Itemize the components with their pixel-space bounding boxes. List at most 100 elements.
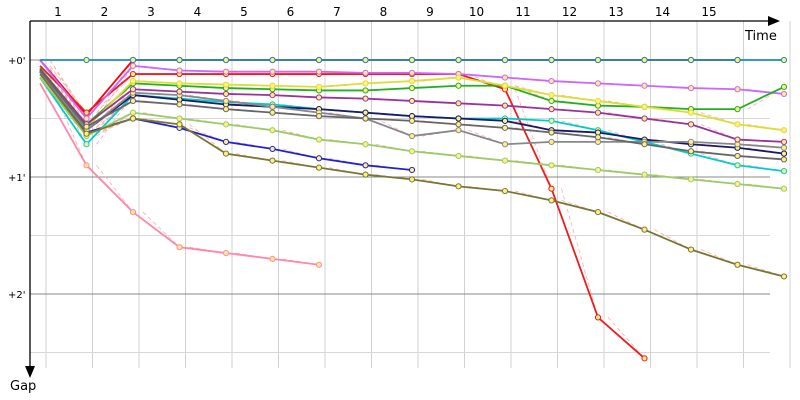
series-group — [39, 76, 788, 192]
data-point — [129, 115, 137, 122]
position-link — [96, 165, 134, 213]
data-point — [548, 138, 555, 145]
data-point — [641, 56, 648, 64]
data-point — [269, 109, 276, 116]
data-point — [83, 123, 90, 130]
data-point — [501, 141, 509, 148]
data-point — [83, 130, 90, 137]
data-point — [780, 150, 788, 157]
data-point — [129, 86, 137, 93]
data-point — [455, 56, 462, 64]
data-point — [780, 138, 788, 145]
data-point — [641, 103, 648, 110]
data-point — [548, 77, 555, 85]
data-point — [734, 152, 741, 160]
data-point — [780, 156, 788, 163]
data-point — [176, 101, 183, 108]
data-point — [548, 185, 555, 192]
data-point — [687, 138, 695, 145]
data-point — [315, 68, 323, 75]
series-group — [39, 77, 788, 175]
x-tick-label: 3 — [147, 5, 155, 19]
data-point — [548, 129, 555, 136]
data-point — [269, 92, 276, 99]
data-point — [222, 68, 230, 75]
data-point — [269, 56, 276, 64]
data-point — [408, 77, 416, 85]
data-point — [501, 187, 509, 195]
data-point — [222, 150, 230, 157]
data-point — [594, 80, 602, 87]
series-group — [39, 71, 788, 134]
data-point — [129, 109, 137, 116]
data-point — [129, 62, 137, 69]
x-tick-label: 12 — [562, 5, 577, 19]
data-point — [362, 56, 369, 64]
data-point — [548, 117, 555, 124]
data-point — [269, 255, 276, 262]
data-point — [362, 162, 369, 169]
data-point — [734, 136, 741, 143]
data-point — [129, 209, 137, 216]
series-group — [39, 68, 788, 145]
data-point — [641, 115, 648, 122]
y-axis-title: Gap — [10, 379, 36, 394]
y-tick-label: +0' — [8, 56, 26, 67]
data-point — [780, 168, 788, 175]
x-tick-label: 4 — [194, 5, 202, 19]
data-point — [780, 185, 788, 192]
data-point — [408, 69, 416, 76]
data-point — [408, 84, 416, 92]
data-point — [687, 121, 695, 128]
data-point — [641, 82, 648, 89]
data-point — [269, 68, 276, 75]
data-point — [641, 171, 648, 178]
x-tick-label: 9 — [426, 5, 434, 19]
data-point — [548, 106, 555, 113]
data-point — [455, 74, 462, 81]
data-point — [362, 141, 369, 148]
data-point — [129, 97, 137, 105]
data-point — [176, 244, 183, 251]
data-point — [734, 261, 741, 268]
data-point — [687, 246, 695, 253]
data-point — [501, 124, 509, 131]
x-tick-label: 5 — [240, 5, 248, 19]
data-point — [455, 152, 462, 160]
y-tick-label: +1' — [8, 173, 26, 184]
series-line — [39, 65, 646, 360]
data-point — [83, 109, 90, 116]
data-point — [641, 141, 648, 148]
data-point — [269, 145, 276, 153]
x-tick-label: 8 — [380, 5, 388, 19]
data-point — [222, 97, 230, 105]
data-point — [687, 109, 695, 116]
data-point — [222, 249, 230, 257]
data-point — [222, 138, 230, 145]
data-point — [176, 121, 183, 128]
data-point — [315, 56, 323, 64]
data-point — [455, 100, 462, 107]
data-point — [501, 117, 509, 124]
data-point — [176, 67, 183, 74]
data-point — [501, 82, 509, 89]
y-tick-label: +2' — [8, 290, 26, 301]
data-point — [362, 87, 369, 94]
data-point — [501, 56, 509, 64]
data-point — [222, 121, 230, 128]
data-point — [83, 162, 90, 169]
x-tick-label: 7 — [333, 5, 341, 19]
data-point — [222, 90, 230, 98]
data-point — [594, 166, 602, 174]
series-group — [39, 82, 323, 268]
data-point — [455, 127, 462, 134]
data-point — [734, 106, 741, 113]
data-point — [362, 80, 369, 87]
data-point — [780, 144, 788, 151]
data-point — [501, 102, 509, 109]
series-line — [39, 73, 785, 278]
data-point — [501, 74, 509, 81]
position-link — [607, 317, 645, 359]
data-point — [222, 81, 230, 88]
data-point — [315, 94, 323, 101]
